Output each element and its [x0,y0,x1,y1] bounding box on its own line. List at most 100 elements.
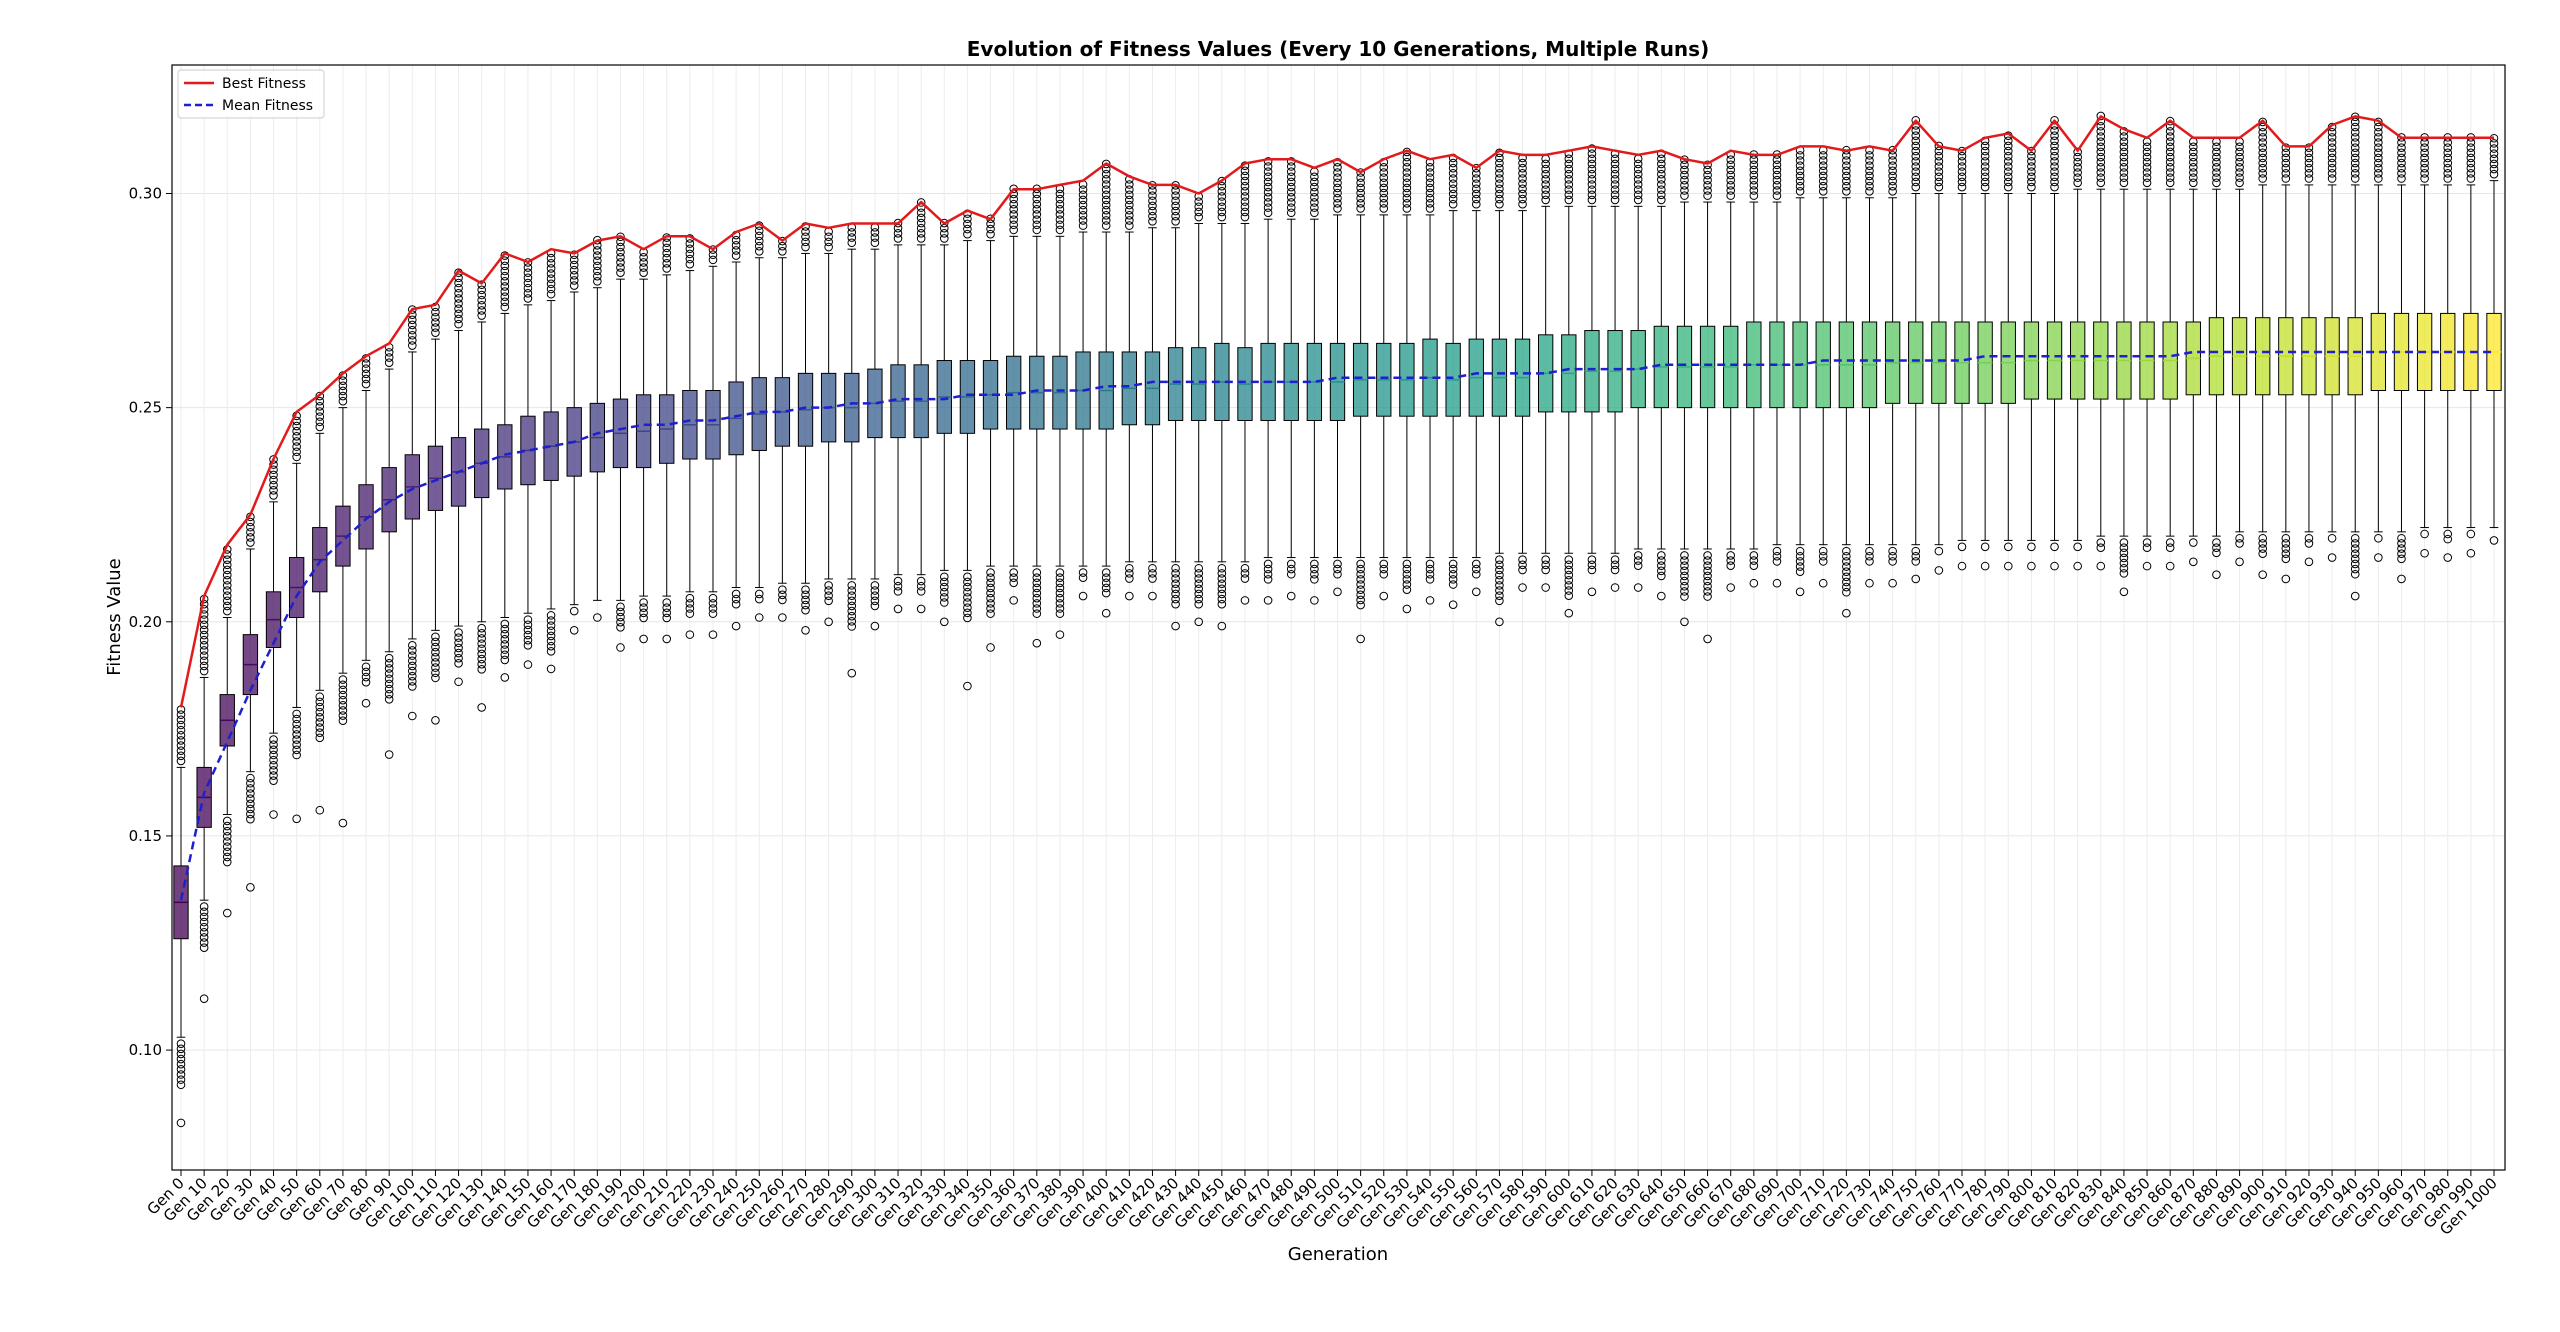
outlier-lower [292,719,301,729]
outlier-upper [176,710,186,720]
outlier-lower [1032,593,1042,603]
outlier-upper [639,263,648,272]
outlier-upper [1518,163,1527,173]
outlier-upper [454,304,463,313]
grid-layer [172,65,2505,1170]
outlier-upper [1402,173,1412,182]
outlier-upper [1009,225,1018,235]
outlier-upper [1865,161,1874,170]
outlier-lower [408,682,417,691]
outlier-upper [731,235,741,245]
box-gen-260 [774,236,791,622]
outlier-upper [292,426,301,436]
outlier-min [199,994,209,1003]
outlier-min [639,634,648,644]
outlier-upper [2189,173,2198,182]
outlier-upper [1564,190,1574,200]
outlier-lower [431,647,440,657]
outlier-lower [2212,548,2221,558]
outlier-upper [593,261,602,271]
outlier-lower [847,622,857,631]
outlier-upper [1356,178,1365,188]
outlier-upper [199,651,209,660]
outlier-lower [269,771,278,780]
outlier-upper [1610,159,1620,169]
outlier-lower [662,613,672,623]
outlier-upper [1078,221,1088,230]
box-gen-80 [358,354,374,708]
outlier-lower [1842,567,1851,576]
outlier-upper [2003,162,2013,171]
outlier-upper [916,223,926,233]
y-tick-label: 0.25 [129,399,162,417]
outlier-upper [1448,179,1458,188]
outlier-upper [2304,158,2314,168]
outlier-upper [1657,180,1666,189]
outlier-upper [1495,174,1504,183]
outlier-lower [963,572,972,582]
outlier-lower [2189,538,2198,547]
outlier-lower [847,617,857,626]
outlier-lower [1657,556,1666,565]
outlier-lower [222,821,232,831]
outlier-min [269,810,278,819]
outlier-lower [500,635,510,644]
outlier-lower [1101,583,1111,593]
outlier-lower [1703,592,1712,601]
outlier-upper [338,376,348,385]
outlier-upper [1194,197,1204,206]
outlier-upper [1217,187,1227,196]
outlier-min [2119,587,2129,597]
outlier-lower [2304,533,2314,543]
outlier-upper [731,241,741,250]
box-gen-810 [2046,115,2063,571]
outlier-upper [2027,182,2036,192]
outlier-upper [246,517,255,527]
outlier-upper [1240,212,1250,222]
outlier-lower [2350,554,2360,564]
outlier-upper [1726,181,1736,190]
outlier-lower [1356,575,1365,584]
outlier-upper [2281,163,2291,173]
outlier-lower [2258,533,2267,543]
outlier-upper [454,278,463,288]
outlier-lower [338,695,348,705]
outlier-lower [1795,562,1805,571]
outlier-upper [1240,197,1250,206]
box-gen-280 [820,227,837,627]
outlier-lower [454,659,463,668]
box-gen-510 [1352,168,1369,644]
outlier-lower [176,1075,186,1084]
outlier-lower [1263,559,1273,569]
outlier-upper [1379,168,1389,177]
outlier-lower [1333,564,1342,574]
outlier-lower [1171,594,1180,604]
outlier-upper [1148,186,1157,195]
outlier-upper [2096,142,2106,152]
outlier-lower [2212,538,2221,547]
outlier-lower [222,842,232,851]
outlier-min [315,805,325,815]
outlier-upper [1610,169,1620,179]
outlier-lower [1726,556,1736,565]
outlier-lower [408,671,417,681]
outlier-upper [269,485,278,495]
outlier-upper [1471,189,1481,199]
outlier-upper [1911,177,1921,187]
outlier-upper [1471,163,1481,173]
outlier-upper [338,396,348,406]
outlier-lower [454,633,463,642]
box-gen-960 [2393,133,2410,584]
outlier-upper [1818,156,1828,165]
outlier-upper [2165,142,2175,152]
outlier-upper [477,280,486,290]
outlier-lower [1448,580,1458,589]
outlier-upper [916,234,926,243]
outlier-lower [269,760,278,770]
outlier-min [1286,591,1296,601]
outlier-lower [1009,568,1018,577]
outlier-upper [1888,176,1897,186]
outlier-min [801,626,810,635]
outlier-min [1402,604,1412,614]
outlier-upper [1888,166,1897,176]
